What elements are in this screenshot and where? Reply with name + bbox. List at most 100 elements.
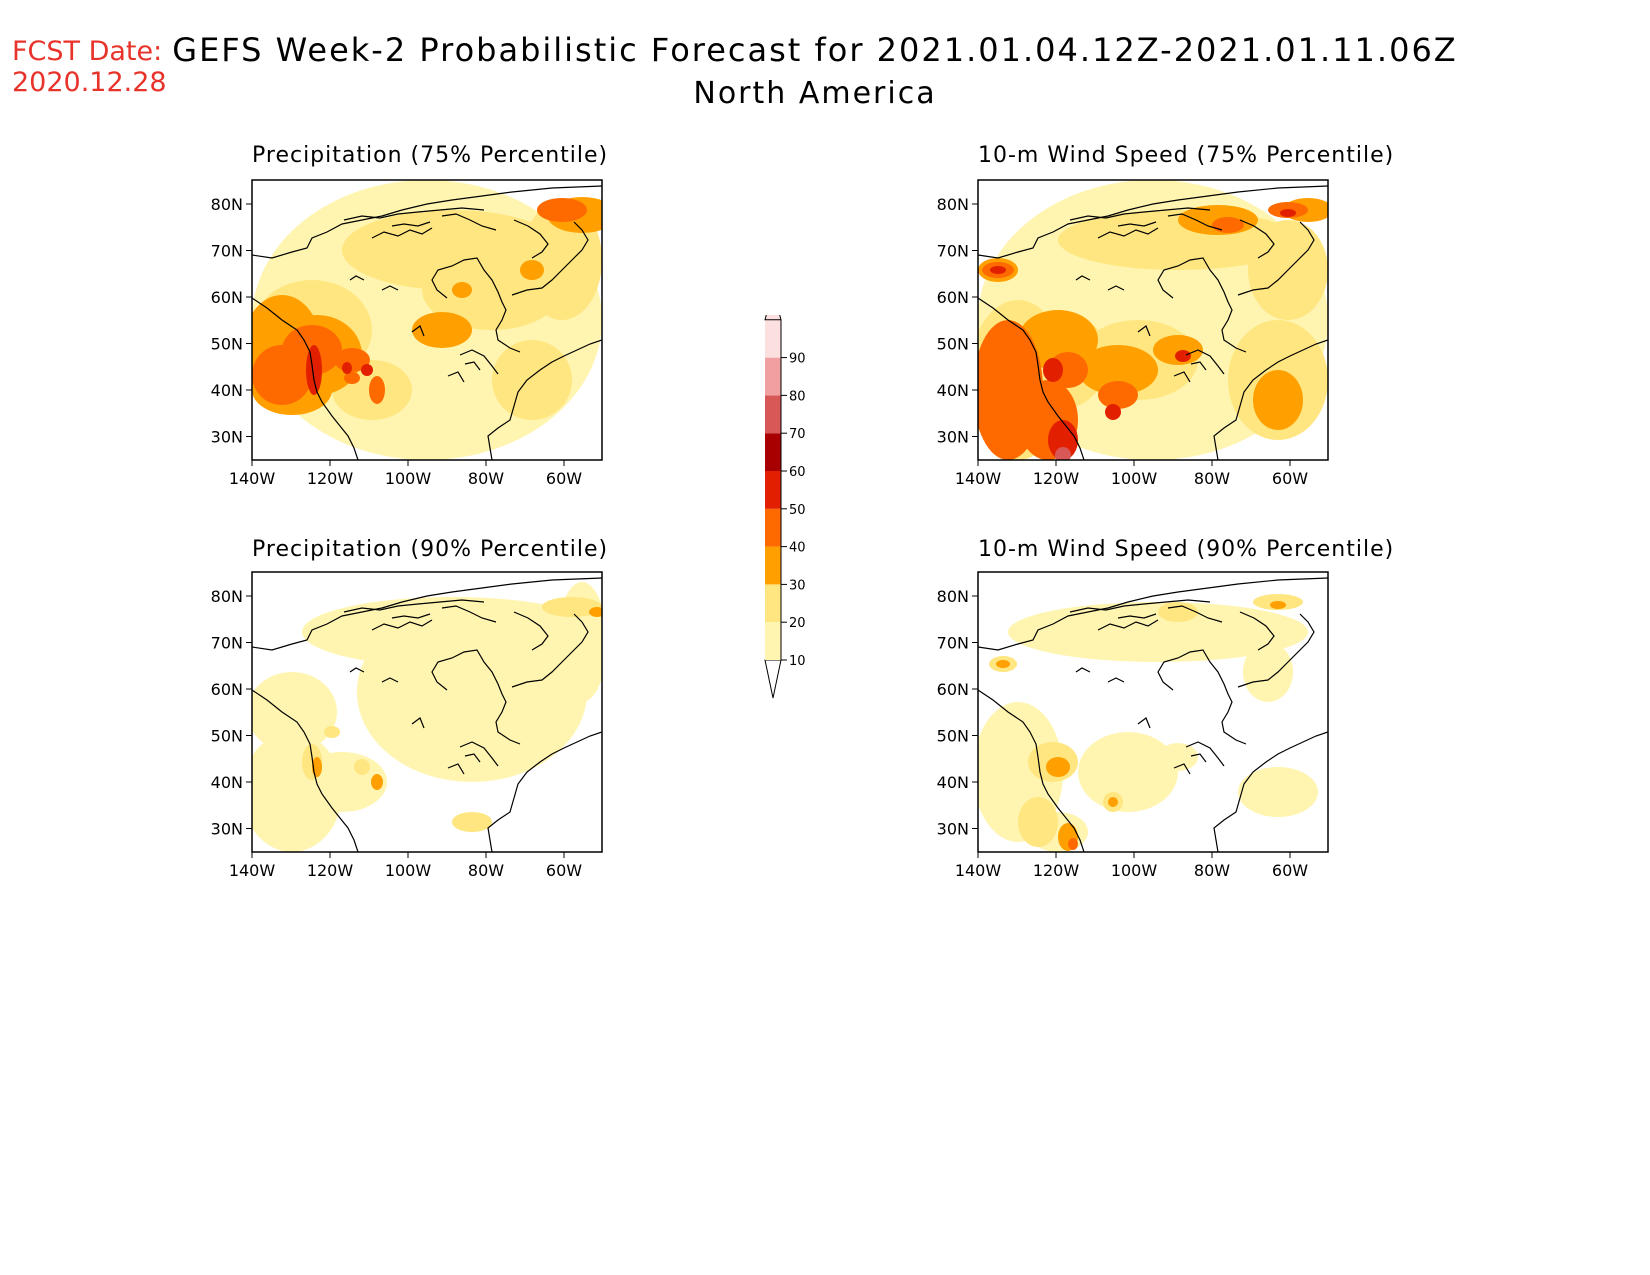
coastline <box>1097 227 1159 239</box>
field-patch <box>1078 345 1158 395</box>
field-patch <box>990 266 1006 274</box>
coastline <box>1075 667 1091 673</box>
field-patch <box>306 345 322 395</box>
colorbar-low-end <box>764 659 782 699</box>
coastline <box>1239 219 1275 259</box>
map-panel-precip75: 80N 70N 60N 50N 40N 30N 140W 120W 100W 80W 60W <box>211 179 603 488</box>
lon-tick-label: 60W <box>1272 861 1308 880</box>
coastline <box>411 325 425 337</box>
lat-tick-label: 30N <box>937 820 969 839</box>
field-patch <box>344 372 360 384</box>
coastline <box>1117 221 1157 227</box>
lon-tick-label: 140W <box>955 469 1002 488</box>
colorbar-label: 90 <box>789 352 806 367</box>
panel-title-wind90: 10-m Wind Speed (90% Percentile) <box>978 537 1395 562</box>
colorbar-label: 70 <box>789 427 806 442</box>
coastline <box>978 297 1085 460</box>
coastline <box>343 599 485 613</box>
coastline <box>252 577 602 651</box>
coastline <box>343 207 485 221</box>
lat-tick-label: 40N <box>211 773 243 792</box>
coastline <box>978 577 1328 651</box>
precip-or-wind-field <box>978 572 1328 852</box>
coastline <box>1190 753 1207 763</box>
map-frame <box>251 179 603 461</box>
field-patch <box>1018 797 1058 847</box>
coastline <box>459 741 499 767</box>
field-patch <box>1238 767 1318 817</box>
lon-tick-label: 100W <box>385 861 432 880</box>
lon-tick-label: 120W <box>307 469 354 488</box>
coastline <box>1157 257 1247 353</box>
field-patch <box>1043 358 1063 382</box>
coastline <box>459 349 499 375</box>
coastline <box>1185 741 1225 767</box>
map-panel-wind75: 80N 70N 60N 50N 40N 30N 140W 120W 100W 80W 60W <box>937 179 1329 488</box>
map-frame <box>977 571 1329 853</box>
colorbar-swatch <box>765 546 781 585</box>
field-patch <box>1078 732 1178 812</box>
coastline <box>1237 221 1315 296</box>
field-patch <box>1158 743 1198 771</box>
colorbar-swatch <box>765 319 781 358</box>
coastline <box>349 667 365 673</box>
field-patch <box>354 759 370 775</box>
lat-tick-label: 70N <box>211 242 243 261</box>
colorbar-swatch <box>765 357 781 396</box>
lat-tick-label: 30N <box>211 820 243 839</box>
colorbar-swatch <box>765 471 781 509</box>
coastline <box>447 763 465 775</box>
map-panel-precip90: 80N 70N 60N 50N 40N 30N 140W 120W 100W 80W 60W <box>211 571 603 880</box>
field-patch <box>589 607 602 617</box>
field-patch <box>1048 420 1078 460</box>
lon-tick-label: 140W <box>955 861 1002 880</box>
lon-tick-label: 120W <box>1033 469 1080 488</box>
lon-tick-label: 60W <box>546 861 582 880</box>
page-title: GEFS Week-2 Probabilistic Forecast for 2… <box>172 31 1458 69</box>
field-patch <box>1212 217 1244 233</box>
colorbar-label: 60 <box>789 465 806 480</box>
lon-tick-label: 100W <box>1111 469 1158 488</box>
coastline <box>1173 763 1191 775</box>
coastline <box>487 731 602 852</box>
coastline <box>252 689 359 852</box>
lat-tick-label: 80N <box>211 587 243 606</box>
field-patch <box>520 260 544 280</box>
lat-tick-label: 70N <box>937 242 969 261</box>
field-patch <box>1108 797 1118 807</box>
lat-tick-label: 30N <box>211 428 243 447</box>
colorbar-swatch <box>765 508 781 547</box>
coastline <box>513 611 549 651</box>
coastline <box>431 257 521 353</box>
coastline <box>1137 717 1151 729</box>
lon-tick-label: 100W <box>1111 861 1158 880</box>
coastline <box>511 221 589 296</box>
field-patch <box>371 774 383 790</box>
lat-tick-label: 60N <box>937 680 969 699</box>
coastline <box>1239 611 1275 651</box>
coastline <box>1157 649 1247 745</box>
map-panel-wind90: 80N 70N 60N 50N 40N 30N 140W 120W 100W 80W 60W <box>937 571 1329 880</box>
field-patch <box>1175 350 1191 362</box>
field-patch <box>452 282 472 298</box>
coastline <box>1213 339 1328 460</box>
lat-tick-label: 80N <box>937 587 969 606</box>
colorbar-label: 10 <box>789 654 806 669</box>
map-frame <box>977 179 1329 461</box>
coastline <box>391 221 431 227</box>
field-patch <box>369 376 385 404</box>
field-patch <box>492 340 572 420</box>
field-patch <box>1243 642 1293 702</box>
colorbar-label: 20 <box>789 616 806 631</box>
lat-tick-label: 50N <box>211 727 243 746</box>
field-patch <box>1270 601 1286 609</box>
fcst-date-value: 2020.12.28 <box>12 67 167 98</box>
lat-tick-label: 60N <box>937 288 969 307</box>
forecast-date-block: FCST Date: 2020.12.28 <box>12 36 167 98</box>
coastline <box>431 649 521 745</box>
map-frame <box>251 571 603 853</box>
coastline <box>371 227 433 239</box>
lon-tick-label: 80W <box>1194 861 1230 880</box>
lat-tick-label: 80N <box>211 195 243 214</box>
coastline <box>1137 325 1151 337</box>
